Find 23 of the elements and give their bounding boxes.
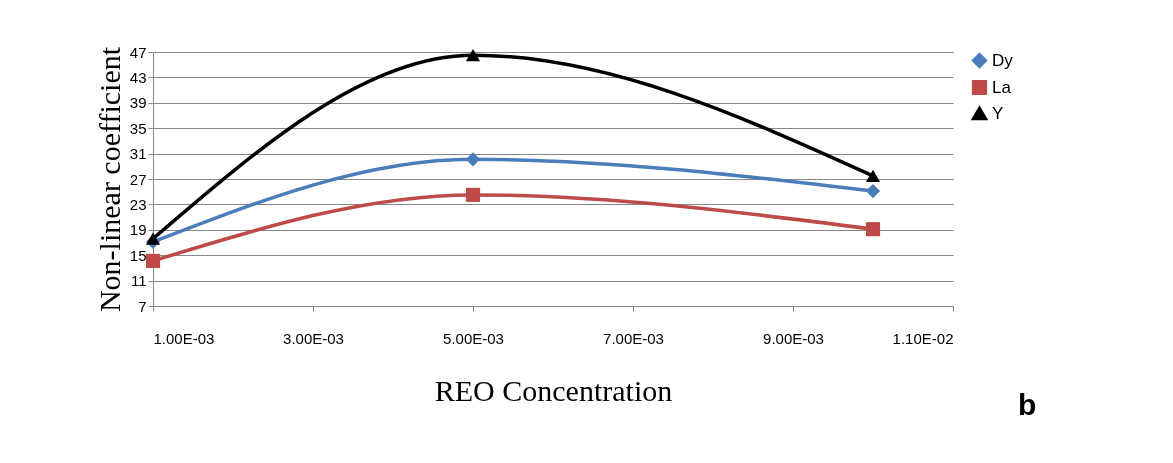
x-tick-label: 9.00E-03 [763,329,824,347]
x-tick-label: 1.00E-03 [153,329,215,347]
legend-label: Dy [992,50,1014,70]
y-tick-label: 31 [129,145,147,163]
y-tick-label: 43 [129,68,147,86]
y-tick-label: 23 [129,195,147,213]
y-tick-label: 39 [129,94,147,112]
y-tick-label: 15 [129,246,147,264]
y-tick-label: 27 [129,170,147,188]
text: b [1018,388,1037,421]
y-tick-label: 35 [129,119,147,137]
x-tick-label: 5.00E-03 [443,329,504,347]
x-axis-title: REO Concentration [434,373,673,407]
x-tick-label: 7.00E-03 [603,329,664,347]
y-axis-title: Non-linear coefficient [92,46,126,313]
y-tick-label: 19 [129,221,147,239]
x-tick-label: 3.00E-03 [283,329,344,347]
y-tick-label: 47 [129,43,147,61]
x-tick-label: 1.10E-02 [892,329,954,347]
legend-label: La [992,77,1012,97]
y-tick-label: 11 [130,272,147,290]
y-tick-label: 7 [138,297,147,315]
legend-label: Y [992,103,1004,123]
